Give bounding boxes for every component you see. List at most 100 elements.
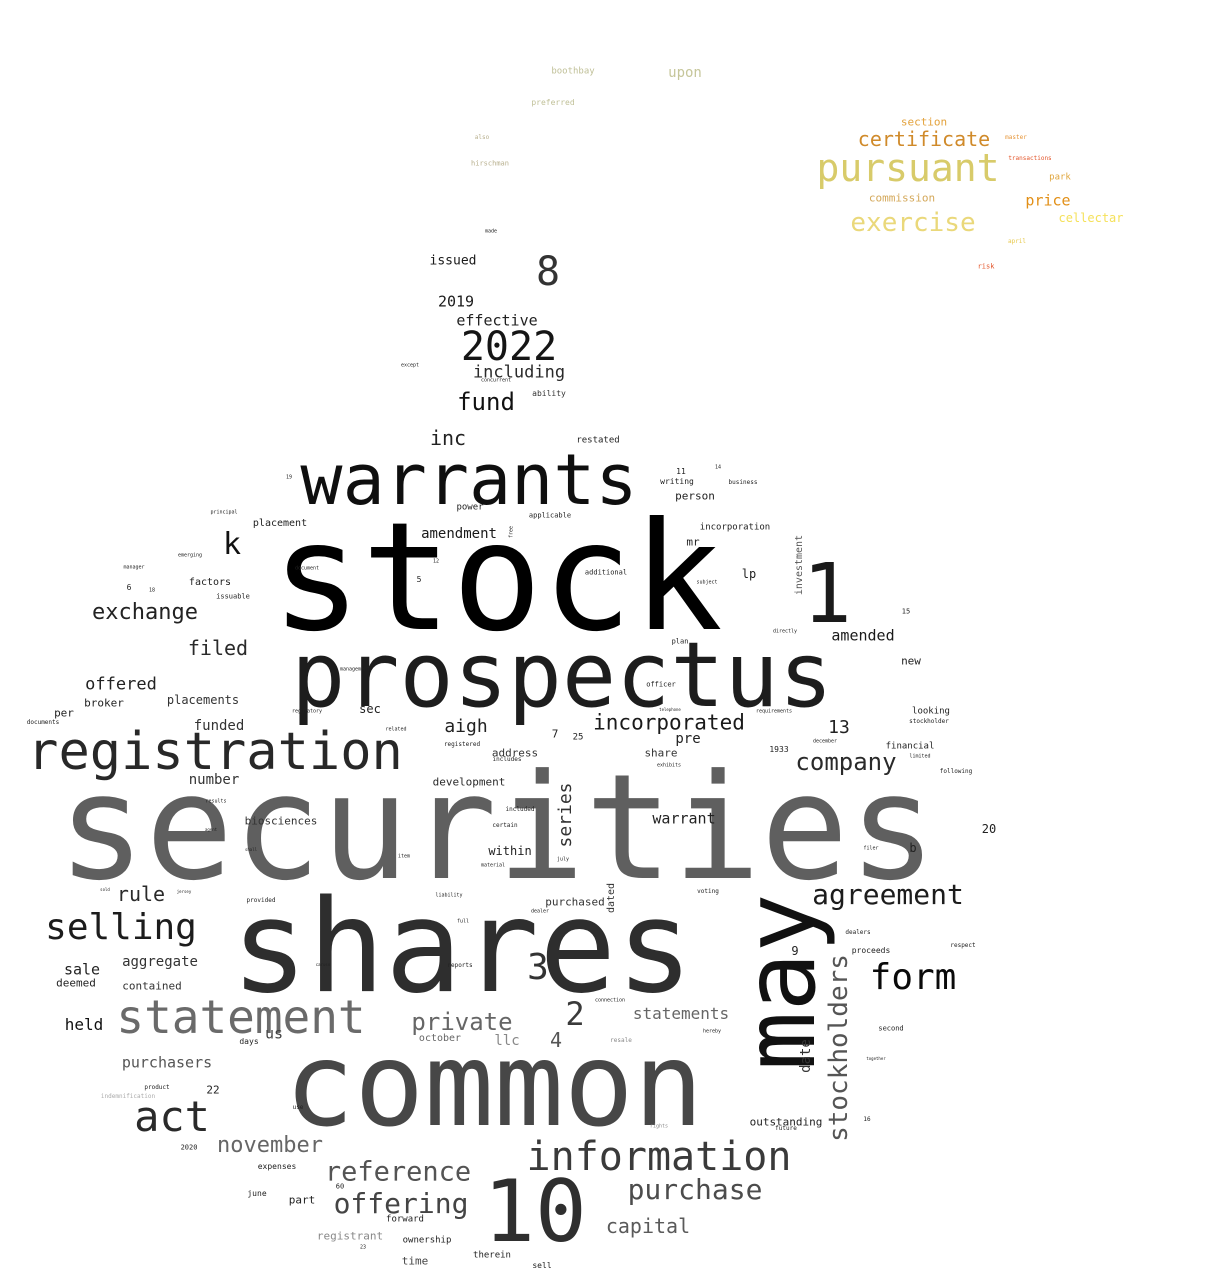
word-mr: mr: [686, 535, 700, 549]
word-regulatory: regulatory: [291, 708, 323, 715]
word-exchange: exchange: [92, 600, 198, 625]
word-certificate: certificate: [857, 127, 991, 151]
word-principal: principal: [210, 509, 238, 516]
word-agent: agent: [204, 827, 218, 832]
word-writing: writing: [660, 477, 694, 486]
word-emerging: emerging: [177, 552, 203, 559]
word-included: included: [505, 806, 535, 813]
word-july: july: [556, 856, 570, 863]
word-prospectus: prospectus: [291, 623, 833, 728]
word-dealer: dealer: [530, 908, 550, 915]
word-6: 6: [126, 583, 132, 592]
word-held: held: [64, 1015, 104, 1034]
word-hirschman: hirschman: [471, 159, 509, 168]
word-1: 1: [802, 547, 852, 642]
word-cellectar: cellectar: [1058, 211, 1124, 225]
word-placements: placements: [166, 693, 240, 707]
word-reference: reference: [324, 1156, 472, 1188]
word-risk: risk: [977, 262, 995, 271]
word-exercise: exercise: [850, 208, 976, 238]
word-document: document: [294, 565, 320, 572]
word-14: 14: [714, 464, 722, 471]
word-ownership: ownership: [402, 1235, 452, 1246]
word-purchasers: purchasers: [121, 1053, 213, 1072]
word-offering: offering: [333, 1187, 469, 1220]
word-person: person: [675, 489, 715, 503]
word-us: us: [264, 1024, 284, 1043]
word-agreement: agreement: [812, 878, 964, 911]
word-purchase: purchase: [627, 1173, 763, 1206]
word-resale: resale: [610, 1037, 632, 1044]
word-information: information: [526, 1134, 792, 1180]
word-number: number: [188, 772, 240, 788]
word-upon: upon: [668, 65, 702, 81]
word-broker: broker: [84, 696, 124, 710]
word-product: product: [144, 1084, 170, 1091]
word-applicable: applicable: [528, 511, 572, 520]
word-april: april: [1007, 238, 1027, 245]
word-exhibits: exhibits: [656, 762, 682, 769]
word-placement: placement: [252, 518, 308, 529]
word-also: also: [474, 134, 490, 141]
word-master: master: [1005, 134, 1027, 141]
word-10: 10: [483, 1162, 587, 1262]
word-aigh: aigh: [444, 716, 488, 737]
word-registrant: registrant: [316, 1229, 384, 1243]
word-llc: llc: [494, 1033, 520, 1049]
word-transactions: transactions: [1008, 155, 1052, 162]
word-expenses: expenses: [257, 1162, 297, 1171]
word-19: 19: [285, 474, 293, 481]
word-rights: rights: [649, 1123, 669, 1130]
word-future: future: [775, 1125, 797, 1132]
word-13: 13: [828, 717, 850, 738]
word-1933: 1933: [769, 745, 789, 754]
word-statement: statement: [116, 990, 366, 1044]
word-b: b: [909, 841, 917, 855]
word-except: except: [400, 362, 420, 369]
word-additional: additional: [584, 568, 628, 577]
word-october: october: [418, 1033, 462, 1044]
word-private: private: [411, 1008, 513, 1036]
word-days: days: [239, 1037, 259, 1046]
word-company: company: [795, 748, 897, 776]
word-jersey: jersey: [176, 889, 192, 894]
word-aggregate: aggregate: [122, 954, 198, 970]
word-outstanding: outstanding: [749, 1115, 823, 1129]
word-commission: commission: [868, 191, 936, 205]
word-incorporated: incorporated: [593, 710, 745, 735]
word-2020: 2020: [180, 1143, 198, 1152]
word-effective: effective: [456, 311, 538, 330]
word-requirements: requirements: [755, 708, 793, 715]
word-registration: registration: [27, 722, 403, 782]
word-following: following: [939, 768, 973, 775]
word-capital: capital: [605, 1214, 691, 1238]
word-second: second: [878, 1024, 904, 1033]
word-limited: limited: [909, 753, 931, 760]
word-officer: officer: [646, 680, 676, 689]
word-k: k: [222, 527, 242, 562]
word-7: 7: [551, 727, 559, 741]
word-plan: plan: [671, 637, 689, 646]
word-certain: certain: [492, 822, 518, 829]
word-concurrent: concurrent: [480, 377, 512, 384]
word-results: results: [205, 798, 227, 805]
word-statements: statements: [632, 1004, 730, 1023]
word-warrant: warrant: [652, 809, 716, 828]
word-reports: reports: [447, 962, 473, 969]
word-issued: issued: [429, 253, 477, 269]
word-stockholder: stockholder: [909, 718, 949, 725]
word-2022: 2022: [460, 324, 558, 370]
word-lp: lp: [741, 567, 757, 581]
word-telephone: telephone: [659, 707, 681, 712]
word-proceeds: proceeds: [851, 946, 891, 955]
word-stock: stock: [271, 491, 723, 665]
word-includes: includes: [492, 756, 522, 763]
word-dealers: dealers: [845, 929, 871, 936]
word-management: management: [339, 666, 371, 673]
word-amended: amended: [831, 626, 895, 645]
word-made: made: [484, 228, 498, 235]
word-part: part: [288, 1193, 316, 1207]
word-therein: therein: [473, 1250, 511, 1261]
word-amendment: amendment: [421, 526, 497, 542]
word-within: within: [488, 844, 532, 858]
